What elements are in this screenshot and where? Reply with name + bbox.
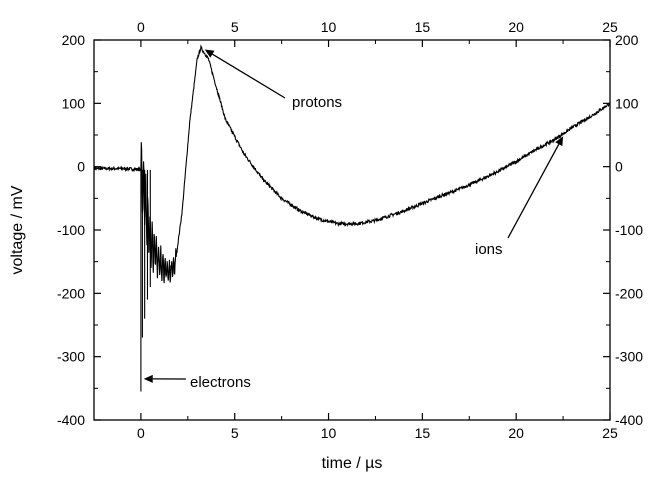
protons-label: protons (292, 94, 342, 111)
ions-label: ions (475, 241, 503, 258)
chart-annotations: protons ions electrons (143, 49, 564, 391)
y-tick-label-left: -400 (57, 412, 85, 428)
y-tick-label-left: -100 (57, 222, 85, 238)
voltage-trace (93, 44, 611, 284)
x-tick-label-bottom: 15 (415, 425, 431, 441)
y-tick-label-left: -200 (57, 285, 85, 301)
x-tick-label-top: 0 (137, 19, 145, 35)
x-tick-label-bottom: 0 (137, 425, 145, 441)
ions-arrow-line (507, 143, 560, 239)
x-tick-label-bottom: 10 (321, 425, 337, 441)
x-tick-label-top: 20 (508, 19, 524, 35)
x-tick-label-bottom: 5 (231, 425, 239, 441)
x-tick-label-bottom: 25 (602, 425, 618, 441)
electron-spikes (140, 169, 151, 392)
y-tick-label-left: 200 (62, 32, 86, 48)
plot-frame (93, 39, 611, 421)
y-tick-label-right: 0 (615, 159, 623, 175)
y-tick-label-right: -100 (615, 222, 643, 238)
electrons-label: electrons (190, 374, 251, 391)
y-tick-label-left: 0 (77, 159, 85, 175)
axis-ticks (93, 39, 611, 421)
electrons-arrow-head (143, 374, 153, 383)
y-tick-label-right: 100 (615, 95, 639, 111)
x-tick-label-top: 5 (231, 19, 239, 35)
protons-arrow-line (212, 53, 286, 99)
y-tick-label-right: -400 (615, 412, 643, 428)
y-tick-label-right: -200 (615, 285, 643, 301)
x-tick-label-top: 15 (415, 19, 431, 35)
x-axis-title: time / µs (322, 455, 383, 472)
protons-arrow-head (204, 49, 215, 58)
y-axis-title: voltage / mV (9, 185, 26, 274)
y-tick-label-right: 200 (615, 32, 639, 48)
y-tick-label-left: 100 (62, 95, 86, 111)
x-tick-label-top: 25 (602, 19, 618, 35)
y-tick-label-left: -300 (57, 349, 85, 365)
x-tick-label-top: 10 (321, 19, 337, 35)
y-tick-label-right: -300 (615, 349, 643, 365)
x-tick-label-bottom: 20 (508, 425, 524, 441)
ions-arrow-head (555, 136, 564, 147)
